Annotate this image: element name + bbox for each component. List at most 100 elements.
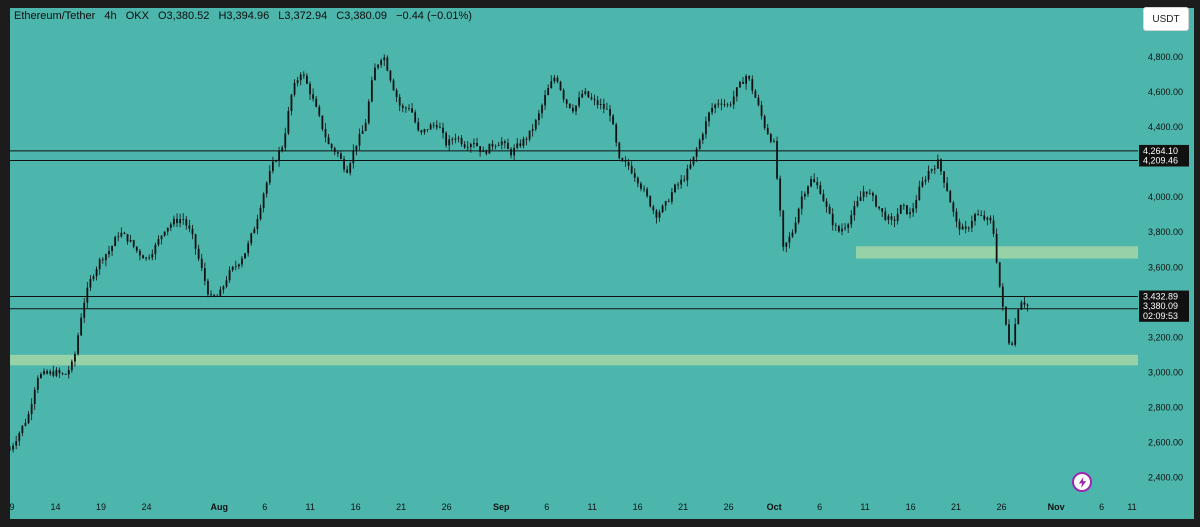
candle-body — [448, 139, 451, 146]
interval-label[interactable]: 4h — [104, 10, 117, 22]
candle-body — [989, 217, 992, 221]
time-tick-label: 21 — [396, 502, 406, 512]
candle-body — [924, 179, 927, 182]
candle-body — [943, 171, 945, 183]
candle-body — [547, 87, 550, 96]
candle-body — [844, 227, 846, 229]
candle-body — [862, 191, 865, 198]
ohlc-open: O3,380.52 — [158, 10, 210, 22]
candle-body — [154, 244, 157, 255]
currency-unit-button[interactable]: USDT — [1143, 7, 1189, 31]
price-tick-label: 3,200.00 — [1148, 332, 1183, 342]
candle-body — [216, 295, 219, 297]
candle-body — [1014, 324, 1017, 345]
candle-body — [299, 74, 302, 81]
candle-body — [525, 138, 528, 140]
candle-body — [111, 246, 113, 252]
candle-body — [179, 219, 182, 224]
level-price-tag-text: 4,264.10 — [1143, 146, 1178, 156]
candle-body — [374, 67, 376, 81]
candle-body — [383, 57, 386, 61]
candle-body — [807, 186, 809, 194]
candle-body — [813, 179, 816, 183]
candle-body — [439, 127, 441, 129]
candle-body — [197, 248, 200, 259]
candle-body — [370, 80, 373, 102]
candle-body — [466, 146, 469, 148]
candle-body — [1008, 324, 1010, 344]
candle-body — [43, 371, 45, 374]
candle-body — [98, 259, 101, 269]
candle-body — [612, 115, 615, 125]
price-tick-label: 4,800.00 — [1148, 52, 1183, 62]
candle-body — [392, 80, 395, 91]
candle-body — [1011, 343, 1014, 345]
candle-body — [723, 104, 726, 106]
candle-body — [553, 77, 556, 82]
candle-body — [132, 240, 135, 247]
time-tick-label: 11 — [860, 502, 869, 512]
candle-body — [414, 112, 417, 123]
candle-body — [268, 171, 271, 183]
candle-body — [899, 204, 902, 214]
candle-body — [745, 75, 748, 84]
candle-body — [24, 423, 27, 426]
candle-body — [599, 104, 602, 106]
candle-body — [624, 161, 627, 163]
candle-body — [797, 208, 800, 223]
candle-body — [58, 370, 61, 374]
candle-body — [810, 179, 812, 187]
candle-body — [126, 233, 129, 242]
candle-body — [173, 218, 175, 225]
candle-body — [760, 105, 763, 117]
candle-body — [958, 221, 961, 230]
support-zone[interactable] — [10, 354, 1138, 366]
candle-body — [868, 192, 871, 194]
candle-body — [460, 137, 463, 145]
candle-body — [237, 264, 240, 267]
candle-body — [800, 196, 803, 209]
candle-body — [101, 259, 104, 261]
candle-body — [732, 96, 735, 105]
candle-body — [61, 373, 64, 375]
candle-body — [306, 75, 308, 84]
candle-body — [834, 225, 837, 227]
candle-body — [878, 206, 881, 209]
candle-body — [290, 94, 293, 112]
price-change: −0.44 (−0.01%) — [396, 10, 472, 22]
time-tick-label: Sep — [493, 502, 510, 512]
candle-body — [259, 207, 262, 220]
candle-body — [537, 113, 540, 121]
candle-body — [961, 226, 964, 230]
alert-button[interactable] — [1072, 472, 1092, 492]
candle-body — [49, 371, 52, 374]
candle-body — [271, 161, 274, 172]
candle-body — [865, 191, 868, 194]
candle-body — [135, 246, 138, 251]
time-tick-label: 11 — [588, 502, 597, 512]
candle-body — [55, 370, 58, 376]
candle-body — [160, 235, 163, 240]
candle-body — [210, 294, 212, 296]
candle-body — [108, 251, 110, 255]
candle-body — [791, 232, 794, 237]
candle-body — [494, 145, 497, 147]
candle-body — [652, 206, 655, 211]
time-tick-label: 16 — [906, 502, 916, 512]
candle-body — [748, 75, 751, 80]
candle-body — [1005, 306, 1007, 325]
candle-body — [664, 201, 667, 206]
candle-body — [166, 227, 169, 232]
candle-body — [875, 195, 877, 207]
time-tick-label: 26 — [997, 502, 1007, 512]
candle-body — [531, 129, 534, 131]
candle-body — [281, 147, 284, 151]
candle-body — [893, 219, 896, 222]
candle-body — [36, 377, 39, 390]
time-axis-area — [10, 495, 1138, 519]
candle-body — [578, 97, 580, 106]
candle-body — [986, 217, 989, 220]
candle-body — [633, 173, 636, 178]
level-price-tag-text: 3,432.89 — [1143, 292, 1178, 302]
